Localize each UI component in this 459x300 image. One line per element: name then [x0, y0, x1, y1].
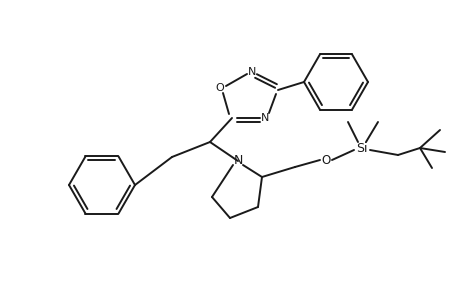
Text: O: O [215, 83, 224, 93]
Text: O: O [321, 154, 330, 166]
Text: N: N [247, 67, 256, 77]
Text: Si: Si [355, 142, 367, 154]
Text: N: N [260, 113, 269, 123]
Text: N: N [233, 154, 242, 167]
